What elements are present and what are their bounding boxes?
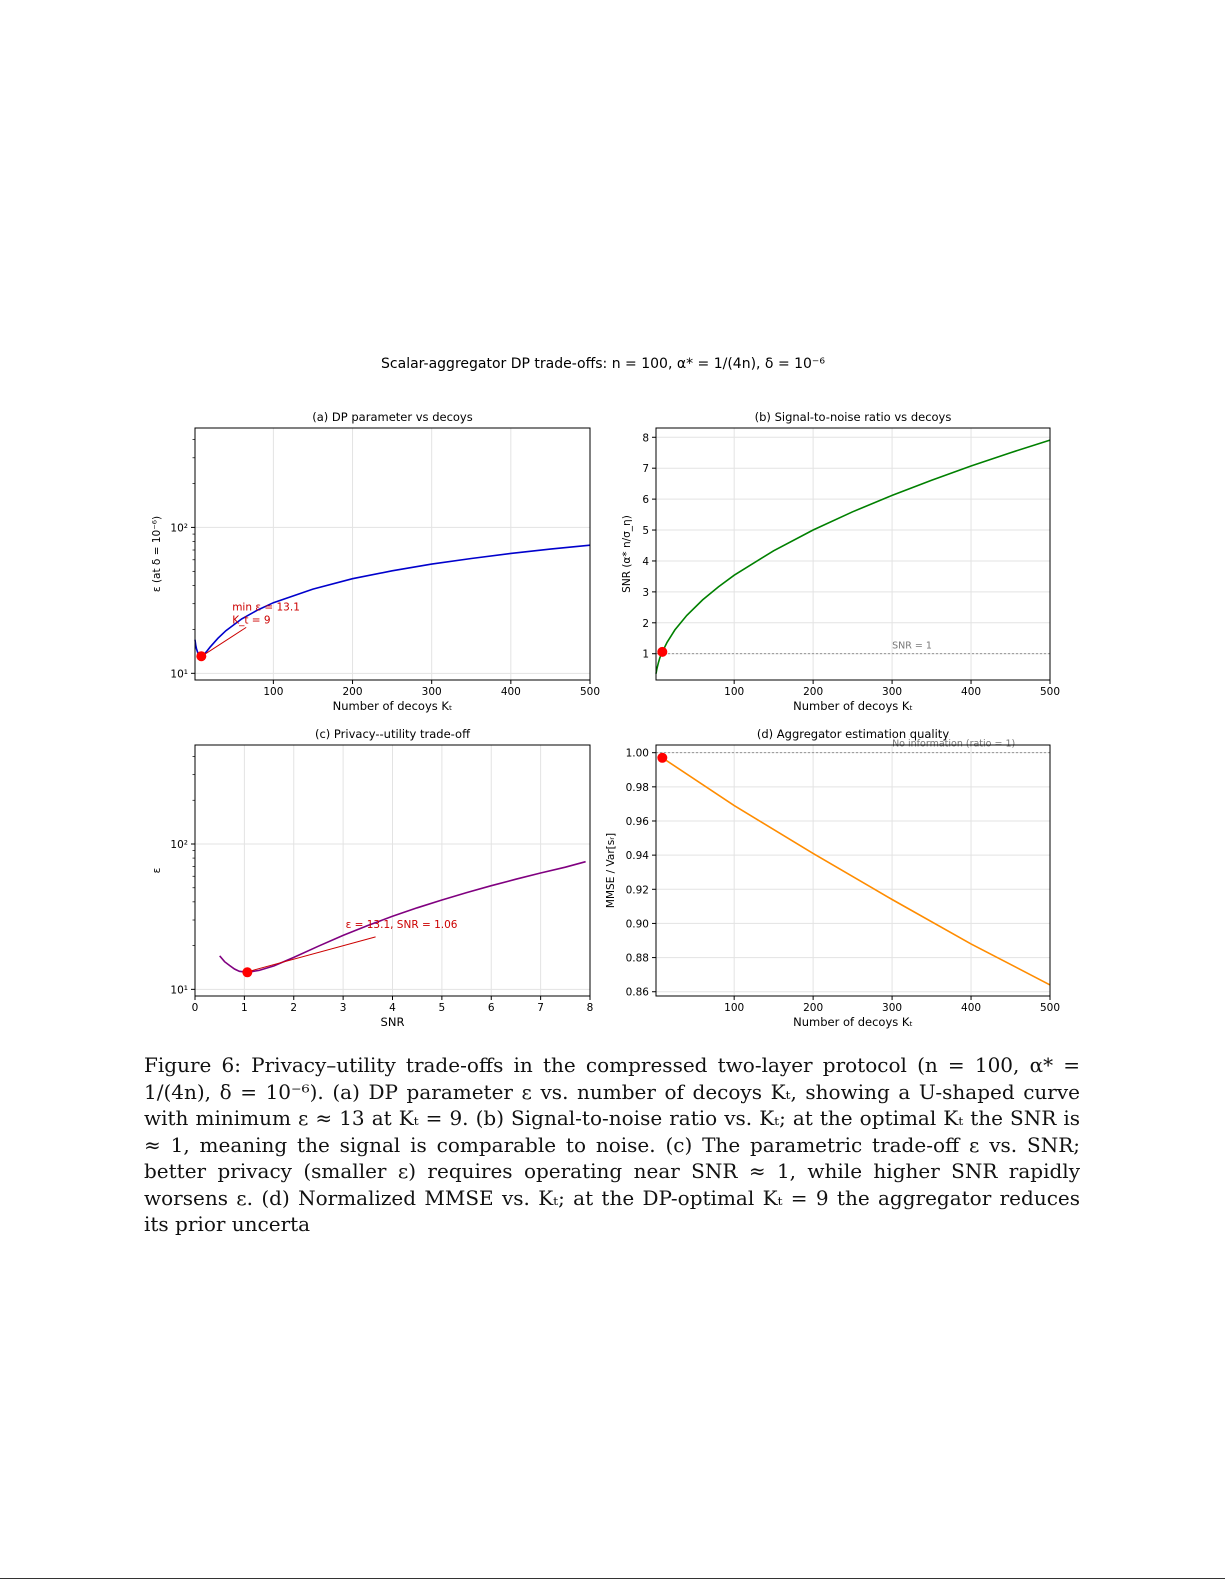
panel-d-estimation-quality: No information (ratio = 1) 100 200 300 400 50… [605,727,1060,1029]
x-tick-label: 100 [724,1002,744,1014]
x-tick-label: 3 [340,1002,347,1014]
figure-canvas: Scalar-aggregator DP trade-offs: n = 100… [151,356,1060,1029]
y-tick-label: 6 [642,494,649,506]
y-tick-label: 7 [642,463,649,475]
x-tick-label: 500 [1040,1002,1060,1014]
x-tick-label: 2 [290,1002,297,1014]
y-tick-label: 10¹ [170,984,188,996]
panel-title: (b) Signal-to-noise ratio vs decoys [755,410,952,424]
x-tick-label: 400 [961,686,981,698]
y-tick-label: 0.96 [626,816,650,828]
y-tick-label: 10² [170,522,188,534]
x-tick-label: 300 [882,1002,902,1014]
y-tick-label: 0.98 [626,782,649,794]
y-tick-label: 0.88 [626,953,649,965]
axes-frame [655,744,1051,997]
annotation-arrow [249,936,376,972]
optimum-marker [657,646,668,657]
optimum-marker [657,752,668,763]
y-axis-label: ε (at δ = 10⁻⁶) [151,516,163,592]
y-tick-label: 10¹ [170,668,188,680]
y-tick-label: 10² [170,839,188,851]
y-tick-label: 1.00 [626,748,649,760]
y-tick-label: 0.90 [626,918,649,930]
y-axis-label: SNR (α* n/σ_η) [621,515,633,593]
y-tick-label: 0.92 [626,884,649,896]
y-tick-label: 0.86 [626,987,650,999]
series-line [219,860,586,974]
panel-a-dp-vs-decoys: min ε = 13.1K_t = 9 100 200 300 400 500 10¹ 10²… [151,410,600,713]
x-tick-label: 8 [587,1002,594,1014]
optimum-marker [196,651,207,662]
x-tick-label: 200 [803,686,823,698]
y-tick-label: 8 [642,432,649,444]
x-tick-label: 4 [389,1002,396,1014]
panel-c-privacy-utility: ε = 13.1, SNR = 1.06 0 1 2 3 4 5 6 7 8 10¹ 10² (c) P… [151,727,593,1029]
y-tick-label: 2 [642,618,649,630]
reference-label: No information (ratio = 1) [892,739,1015,750]
x-axis-label: SNR [381,1015,405,1029]
reference-label: SNR = 1 [892,641,932,652]
axes-frame [194,427,591,681]
x-tick-label: 5 [439,1002,446,1014]
panel-title: (d) Aggregator estimation quality [757,727,949,741]
x-tick-label: 400 [961,1002,981,1014]
series-line [661,757,1051,986]
y-axis-label: MMSE / Var[sᵣ] [605,833,617,908]
x-tick-label: 7 [537,1002,544,1014]
y-tick-label: 1 [642,649,649,661]
annotation-text: ε = 13.1, SNR = 1.06 [346,919,458,931]
panel-title: (c) Privacy--utility trade-off [315,727,471,741]
annotation-arrow [203,626,247,656]
y-tick-label: 5 [642,525,649,537]
figure-caption: Figure 6: Privacy–utility trade-offs in … [144,1053,1080,1236]
series-line [655,439,1051,674]
x-tick-label: 300 [422,686,442,698]
x-tick-label: 0 [192,1002,199,1014]
x-tick-label: 400 [501,686,521,698]
x-tick-label: 500 [580,686,600,698]
x-axis-label: Number of decoys Kₜ [793,699,913,713]
annotation-text: min ε = 13.1 [232,601,300,613]
panel-title: (a) DP parameter vs decoys [312,410,472,424]
x-tick-label: 500 [1040,686,1060,698]
y-tick-label: 4 [642,556,649,568]
x-tick-label: 200 [803,1002,823,1014]
x-tick-label: 300 [882,686,902,698]
x-tick-label: 100 [263,686,283,698]
x-tick-label: 200 [343,686,363,698]
axes-frame [655,427,1051,681]
x-tick-label: 6 [488,1002,495,1014]
x-axis-label: Number of decoys Kₜ [333,699,453,713]
x-axis-label: Number of decoys Kₜ [793,1015,913,1029]
panel-b-snr-vs-decoys: SNR = 1 100 200 300 400 500 1 2 3 4 5 6 7 8 (b) Signal… [621,410,1060,713]
annotation-text: K_t = 9 [232,614,270,626]
y-axis-label: ε [151,868,163,874]
x-tick-label: 100 [724,686,744,698]
page-bottom-rule [0,1578,1225,1579]
x-tick-label: 1 [241,1002,248,1014]
y-tick-label: 3 [642,587,649,599]
optimum-marker [242,967,253,978]
figure-suptitle: Scalar-aggregator DP trade-offs: n = 100… [381,356,825,372]
y-tick-label: 0.94 [626,850,650,862]
